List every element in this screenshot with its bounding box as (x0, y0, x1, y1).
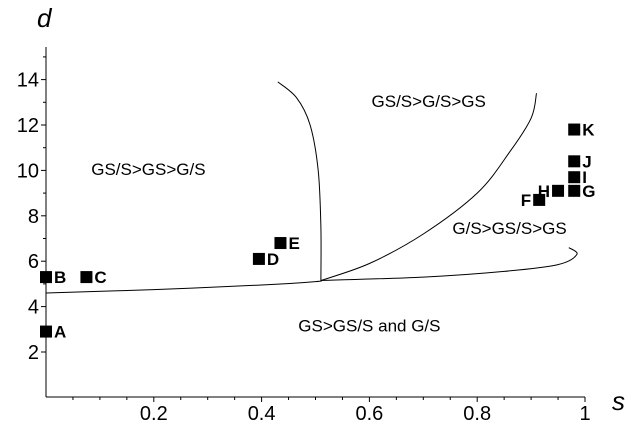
x-tick-label: 0.6 (355, 403, 383, 425)
data-point-marker (40, 271, 52, 284)
boundary-curve (45, 280, 323, 294)
x-tick-label: 1 (579, 403, 590, 425)
region-label: G/S>GS/S>GS (452, 219, 566, 238)
data-point-label: B (54, 268, 66, 287)
x-axis-title: s (612, 386, 625, 416)
y-tick-label: 4 (28, 297, 39, 319)
data-point-label: K (582, 121, 595, 140)
data-point-label: C (94, 268, 106, 287)
region-label: GS/S>G/S>GS (372, 92, 486, 111)
data-point-marker (533, 193, 546, 206)
boundary-curve (277, 81, 322, 281)
data-point-marker (252, 252, 265, 265)
y-tick-label: 2 (28, 342, 39, 364)
data-point-label: D (267, 250, 279, 269)
y-tick-label: 10 (17, 160, 39, 182)
y-tick-label: 14 (17, 70, 39, 92)
data-point-label: E (288, 234, 299, 253)
region-labels: GS/S>GS>G/S GS/S>G/S>GS G/S>GS/S>GS GS>GS/S… (91, 92, 566, 336)
data-point-label: J (582, 152, 591, 171)
data-point-marker (40, 325, 52, 338)
region-label: GS/S>GS>G/S (91, 160, 205, 179)
data-point-marker (80, 271, 93, 284)
data-point-label: G (582, 182, 595, 201)
data-point-label: H (538, 182, 550, 201)
y-tick-label: 12 (17, 115, 39, 137)
data-point-label: A (54, 323, 66, 342)
boundary-curve (320, 93, 537, 281)
data-point-marker (568, 123, 581, 136)
y-tick-label: 6 (28, 251, 39, 273)
data-point-marker (568, 184, 581, 197)
data-points: A B C DE F G H IJK (40, 121, 595, 342)
region-boundaries (45, 81, 578, 294)
data-point-marker (552, 184, 565, 197)
y-tick-label: 8 (28, 206, 39, 228)
data-point-marker (274, 237, 287, 250)
boundary-curve (320, 247, 578, 281)
data-point-label: I (582, 168, 587, 187)
region-label: GS>GS/S and G/S (298, 317, 440, 336)
data-point-marker (568, 155, 581, 168)
y-axis-title: d (37, 3, 53, 33)
x-tick-label: 0.4 (248, 403, 276, 425)
data-point-label: F (521, 191, 531, 210)
x-tick-label: 0.2 (140, 403, 168, 425)
data-point-marker (568, 171, 581, 184)
x-tick-label: 0.8 (463, 403, 491, 425)
